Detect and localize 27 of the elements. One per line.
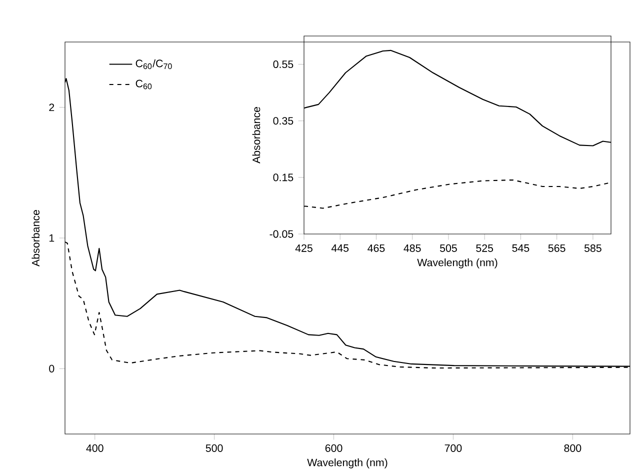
y-tick-label: 0.15 — [273, 174, 294, 182]
y-axis-title: Absorbance — [252, 107, 260, 164]
legend-label: C$_{60}$ — [136, 80, 152, 90]
legend-label: C$_{60}$/C$_{70}$ — [136, 59, 172, 70]
x-tick-label: 500 — [206, 444, 223, 452]
x-tick-label: 525 — [476, 244, 494, 252]
x-tick-label: 600 — [325, 444, 342, 452]
x-tick-label: 400 — [86, 444, 104, 452]
x-tick-label: 545 — [512, 244, 530, 252]
y-tick-label: 0.35 — [273, 117, 294, 125]
x-tick-label: 485 — [404, 244, 421, 252]
x-tick-label: 505 — [440, 244, 457, 252]
y-tick-label: 0 — [49, 364, 54, 372]
x-tick-label: 565 — [548, 244, 566, 252]
y-axis-title: Absorbance — [32, 210, 40, 266]
y-tick-label: 0.55 — [273, 60, 294, 68]
x-tick-label: 445 — [331, 244, 349, 252]
x-tick-label: 465 — [368, 244, 385, 252]
y-tick-label: 2 — [49, 104, 54, 112]
x-tick-label: 425 — [295, 244, 312, 252]
y-tick-label: 1 — [49, 234, 54, 242]
x-tick-label: 700 — [444, 444, 462, 452]
x-tick-label: 800 — [564, 444, 582, 452]
x-tick-label: 585 — [584, 244, 602, 252]
y-tick-label: -0.05 — [270, 230, 294, 238]
x-axis-title: Wavelength (nm) — [417, 258, 498, 268]
x-axis-title: Wavelength (nm) — [307, 458, 388, 468]
